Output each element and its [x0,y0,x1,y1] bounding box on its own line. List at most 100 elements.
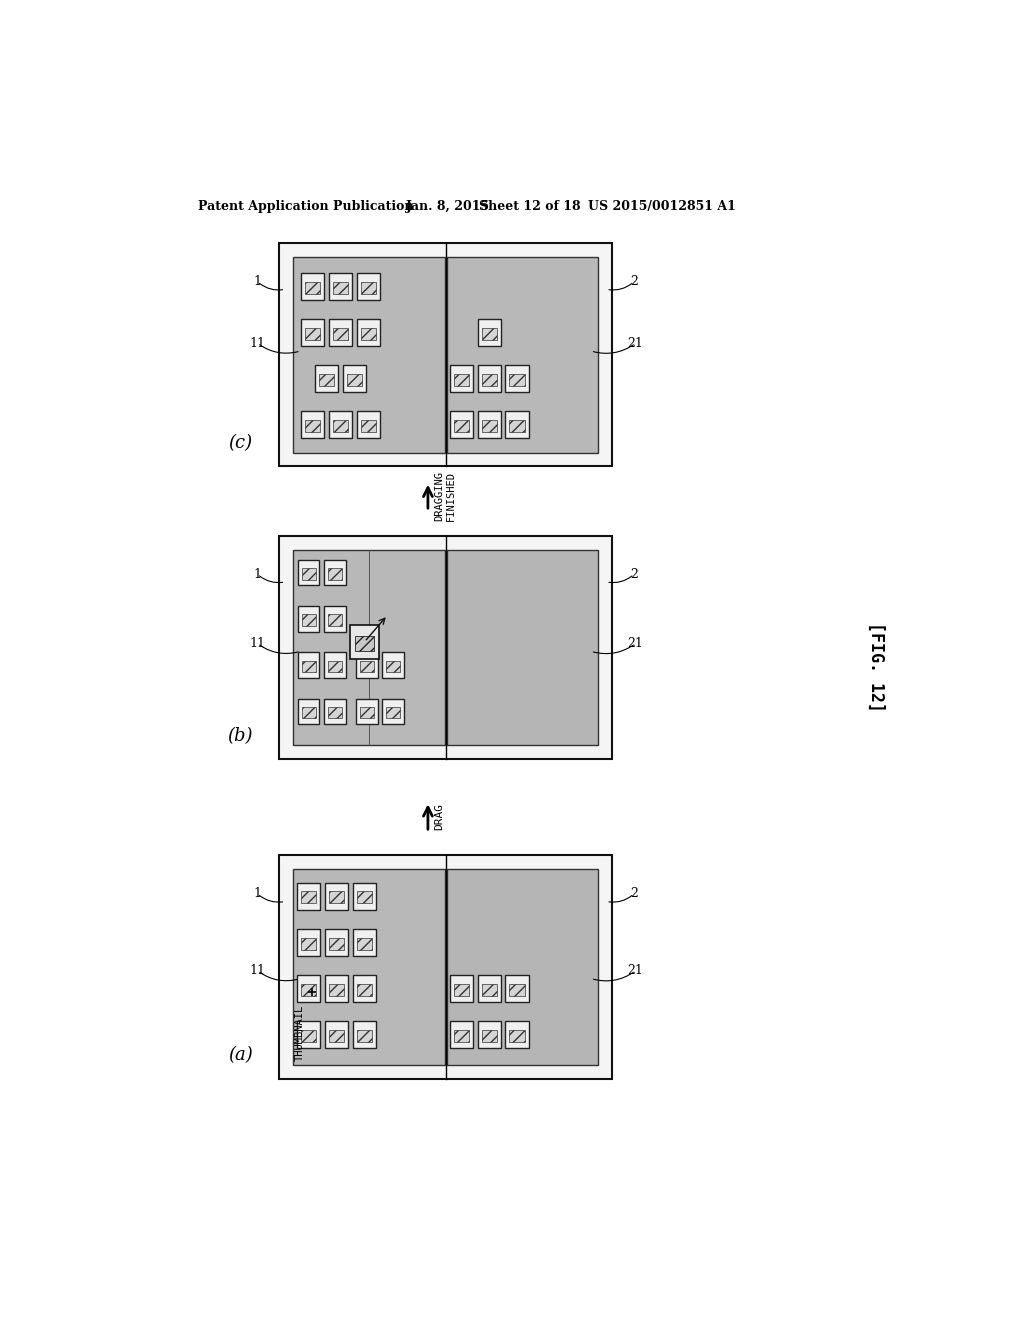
Bar [506,1022,528,1048]
Bar [333,420,348,432]
Bar [329,273,352,300]
Bar [510,374,524,385]
Bar [481,327,497,339]
Bar [298,652,319,677]
Bar [293,257,445,453]
Bar [297,929,321,956]
Bar [280,855,612,1078]
Text: 21: 21 [628,964,643,977]
Bar [477,1022,501,1048]
Bar [324,652,346,677]
Bar [360,327,376,339]
Bar [328,660,342,672]
Bar [356,652,378,677]
Bar [301,1030,316,1041]
Bar [280,536,612,759]
Text: 21: 21 [628,638,643,649]
Bar [325,1022,348,1048]
Bar [506,412,528,438]
Bar [382,652,403,677]
Bar [481,983,497,995]
Bar [481,374,497,385]
Bar [354,636,374,651]
Bar [347,374,361,385]
Text: DRAGGING
FINISHED: DRAGGING FINISHED [434,471,456,521]
Bar [301,706,315,718]
Bar [349,626,379,659]
Bar [352,883,376,909]
Bar [382,698,403,723]
Bar [446,869,598,1065]
Bar [305,327,321,339]
Bar [329,319,352,346]
Bar [314,366,338,392]
Bar [333,327,348,339]
Bar [446,549,598,744]
Bar [510,983,524,995]
Bar [356,273,380,300]
Text: 1: 1 [253,275,261,288]
Text: (c): (c) [228,434,253,453]
Text: 2: 2 [630,887,638,900]
Bar [301,614,315,626]
Bar [510,1030,524,1041]
Bar [352,929,376,956]
Text: 21: 21 [628,337,643,350]
Text: 2: 2 [630,275,638,288]
Bar [318,374,334,385]
Bar [359,706,374,718]
Text: Jan. 8, 2015: Jan. 8, 2015 [406,199,489,213]
Bar [360,281,376,293]
Bar [386,660,400,672]
Bar [356,937,372,949]
Bar [450,366,473,392]
Bar [301,937,316,949]
Bar [450,1022,473,1048]
Bar [477,366,501,392]
Bar [301,273,324,300]
Bar [325,929,348,956]
Bar [280,243,612,466]
Bar [298,560,319,585]
Bar [333,281,348,293]
Bar [450,975,473,1002]
Bar [301,660,315,672]
Bar [329,891,344,903]
Bar [356,891,372,903]
Text: 11: 11 [250,964,265,977]
Text: 1: 1 [253,887,261,900]
Text: Sheet 12 of 18: Sheet 12 of 18 [479,199,581,213]
Bar [328,706,342,718]
Bar [301,983,316,995]
Bar [481,420,497,432]
Bar [301,568,315,579]
Bar [446,257,598,453]
Bar [481,1030,497,1041]
Bar [356,319,380,346]
Bar [297,1022,321,1048]
Text: 2: 2 [630,568,638,581]
Bar [301,891,316,903]
Bar [329,937,344,949]
Bar [356,412,380,438]
Bar [454,420,469,432]
Bar [328,614,342,626]
Text: (b): (b) [227,727,253,744]
Bar [352,1022,376,1048]
Bar [477,319,501,346]
Bar [324,560,346,585]
Bar [293,549,445,744]
Bar [301,319,324,346]
Bar [506,975,528,1002]
Bar [359,660,374,672]
Bar [356,1030,372,1041]
Bar [329,412,352,438]
Text: 11: 11 [250,638,265,649]
Bar [301,412,324,438]
Bar [360,420,376,432]
Bar [328,568,342,579]
Bar [297,883,321,909]
Bar [293,869,445,1065]
Text: DRAG: DRAG [434,804,444,830]
Bar [343,366,366,392]
